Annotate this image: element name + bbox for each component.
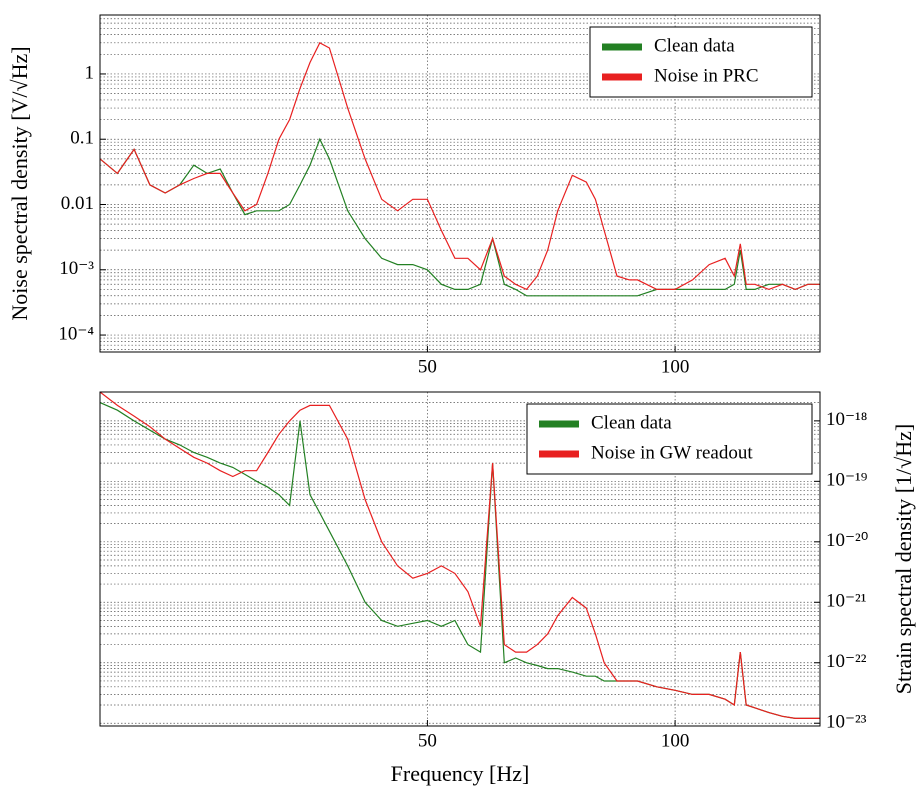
series-line — [100, 137, 820, 297]
x-tick-label: 50 — [418, 356, 437, 377]
y-tick-label: 10⁻¹⁸ — [826, 409, 867, 430]
y-tick-label: 10⁻⁴ — [58, 323, 94, 344]
legend-label: Noise in PRC — [654, 65, 759, 86]
axes-frame — [99, 391, 821, 727]
y-tick-label: 0.1 — [70, 128, 94, 149]
y-tick-label: 10⁻²² — [826, 651, 867, 672]
legend-label: Clean data — [654, 35, 735, 56]
legend-label: Clean data — [591, 412, 672, 433]
x-tick-label: 50 — [418, 730, 437, 751]
x-axis-label: Frequency [Hz] — [391, 761, 530, 786]
axes-frame — [99, 14, 821, 353]
x-tick-label: 100 — [661, 730, 690, 751]
y-tick-label: 10⁻²¹ — [826, 591, 867, 612]
y-tick-label: 10⁻²⁰ — [826, 530, 868, 551]
legend-label: Noise in GW readout — [591, 442, 753, 463]
y-tick-label: 10⁻¹⁹ — [826, 470, 868, 491]
x-tick-label: 100 — [661, 356, 690, 377]
panel: 10⁻⁴ 10⁻³ 0.01 0.1 1 50 100 Clean data Noise in … — [7, 14, 821, 377]
y-tick-label: 0.01 — [61, 193, 94, 214]
panel: 10⁻²³ 10⁻²² 10⁻²¹ 10⁻²⁰ 10⁻¹⁹ 10⁻¹⁸ 50 100 Clean… — [99, 391, 916, 786]
series-line — [100, 392, 820, 719]
y-axis-label: Noise spectral density [V/√Hz] — [7, 46, 32, 320]
y-axis-label: Strain spectral density [1/√Hz] — [891, 424, 916, 695]
y-tick-label: 10⁻²³ — [826, 712, 867, 733]
legend-box — [526, 403, 813, 475]
legend-box — [589, 26, 813, 98]
series-line — [100, 41, 820, 291]
y-tick-label: 10⁻³ — [59, 258, 94, 279]
y-tick-label: 1 — [85, 62, 95, 83]
